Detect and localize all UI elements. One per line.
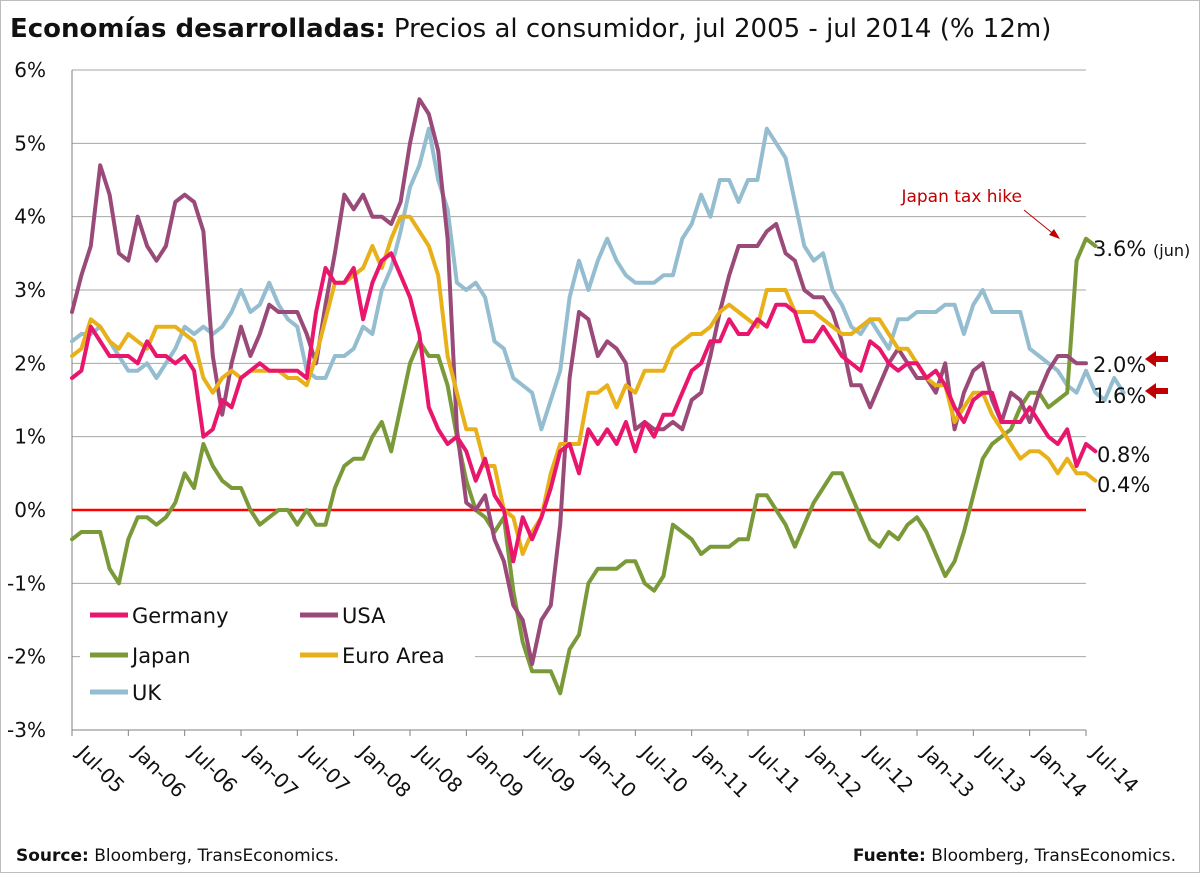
legend-label: Euro Area	[342, 644, 445, 668]
x-tick-label: Jan-07	[240, 739, 303, 802]
y-tick-label: 5%	[14, 131, 46, 155]
end-label-japan-note: (jun)	[1153, 241, 1190, 260]
series-line-japan	[70, 236, 1098, 696]
source-note-left: Source: Bloomberg, TransEconomics.	[16, 846, 339, 866]
x-tick-label: Jul-08	[409, 739, 468, 798]
legend-label: USA	[342, 604, 386, 628]
x-tick-label: Jan-09	[465, 739, 528, 802]
legend-label: UK	[132, 681, 162, 705]
chart-title: Economías desarrolladas: Precios al cons…	[10, 14, 1051, 44]
x-tick-label: Jul-14	[1085, 739, 1144, 798]
y-tick-label: -3%	[7, 718, 46, 742]
x-tick-label: Jul-12	[860, 739, 919, 798]
y-tick-label: 0%	[14, 498, 46, 522]
legend-label: Japan	[130, 644, 191, 668]
annotation-arrowhead	[1049, 229, 1060, 239]
y-tick-label: 4%	[14, 205, 46, 229]
y-tick-label: -2%	[7, 645, 46, 669]
annotation-pointer	[1023, 209, 1057, 237]
fuente-label: Fuente:	[852, 846, 926, 866]
series-line-uk	[70, 126, 1126, 432]
x-tick-label: Jul-10	[634, 739, 693, 798]
y-tick-label: 6%	[14, 58, 46, 82]
x-tick-label: Jan-13	[916, 739, 979, 802]
end-label-germany: 0.8%	[1097, 443, 1150, 467]
end-label-euro: 0.4%	[1097, 473, 1150, 497]
title-rest: Precios al consumidor, jul 2005 - jul 20…	[393, 14, 1052, 44]
title-bold: Economías desarrolladas:	[10, 14, 386, 44]
x-tick-label: Jan-10	[578, 739, 641, 802]
red-arrow-icon	[1145, 351, 1168, 367]
source-note-right: Fuente: Bloomberg, TransEconomics.	[853, 846, 1176, 866]
legend-box	[80, 596, 475, 712]
x-tick-label: Jul-06	[184, 739, 243, 798]
source-label: Source:	[16, 846, 89, 866]
series-line-germany	[70, 251, 1098, 564]
end-label-japan: 3.6% (jun)	[1093, 237, 1190, 261]
x-tick-label: Jul-11	[747, 739, 806, 798]
source-text: Bloomberg, TransEconomics.	[94, 846, 339, 866]
annotation-text: Japan tax hike	[900, 187, 1022, 207]
x-tick-label: Jan-06	[127, 739, 190, 802]
x-tick-label: Jan-14	[1029, 739, 1092, 802]
series-line-usa	[70, 97, 1088, 666]
x-tick-label: Jul-09	[522, 739, 581, 798]
red-arrow-icon	[1145, 383, 1168, 399]
y-tick-label: 1%	[14, 425, 46, 449]
end-label-usa: 2.0%	[1093, 353, 1146, 377]
y-tick-label: 3%	[14, 278, 46, 302]
series-line-euro-area	[70, 214, 1098, 556]
x-tick-label: Jan-11	[691, 739, 754, 802]
x-tick-label: Jul-05	[71, 739, 130, 798]
x-tick-label: Jul-07	[296, 739, 355, 798]
x-tick-label: Jan-08	[353, 739, 416, 802]
fuente-text: Bloomberg, TransEconomics.	[931, 846, 1176, 866]
y-tick-label: 2%	[14, 351, 46, 375]
legend-label: Germany	[132, 604, 229, 628]
y-tick-label: -1%	[7, 571, 46, 595]
x-tick-label: Jul-13	[972, 739, 1031, 798]
end-label-uk: 1.6%	[1093, 384, 1146, 408]
x-tick-label: Jan-12	[803, 739, 866, 802]
